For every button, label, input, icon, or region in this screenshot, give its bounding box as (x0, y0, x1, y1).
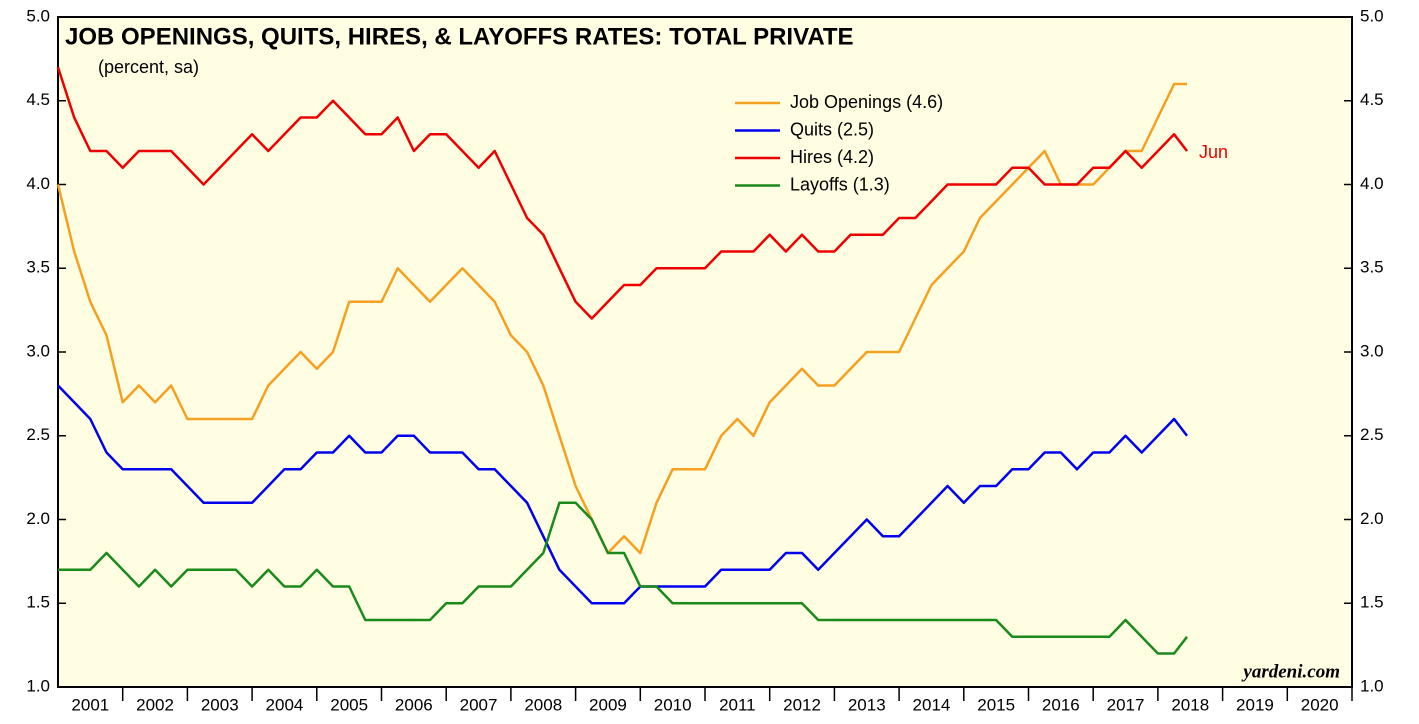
y2-tick-label: 1.5 (1360, 593, 1384, 612)
x-tick-label: 2018 (1171, 695, 1209, 714)
x-tick-label: 2016 (1042, 695, 1080, 714)
x-tick-label: 2012 (783, 695, 821, 714)
y2-tick-label: 3.5 (1360, 258, 1384, 277)
x-tick-label: 2004 (266, 695, 304, 714)
x-tick-label: 2007 (460, 695, 498, 714)
series-line (56, 66, 1188, 320)
legend-label: Layoffs (1.3) (790, 174, 890, 194)
y-tick-label: 2.0 (26, 509, 50, 528)
y2-tick-label: 3.0 (1360, 341, 1384, 360)
x-tick-label: 2020 (1301, 695, 1339, 714)
legend-label: Hires (4.2) (790, 147, 874, 167)
series-line (57, 384, 1188, 605)
y-tick-label: 3.5 (26, 258, 50, 277)
x-tick-label: 2011 (719, 695, 756, 714)
y-tick-label: 1.5 (26, 593, 50, 612)
chart-title: JOB OPENINGS, QUITS, HIRES, & LAYOFFS RA… (65, 23, 854, 50)
y-tick-label: 1.0 (26, 676, 50, 695)
y-tick-label: 3.0 (26, 341, 50, 360)
y-tick-label: 5.0 (26, 6, 50, 25)
y2-tick-label: 4.5 (1360, 90, 1384, 109)
series-line (56, 82, 1187, 555)
x-tick-label: 2017 (1107, 695, 1145, 714)
x-tick-label: 2010 (654, 695, 692, 714)
y2-tick-label: 5.0 (1360, 6, 1384, 25)
source: yardeni.com (1241, 661, 1340, 682)
chart-subtitle: (percent, sa) (98, 57, 199, 77)
y-tick-label: 2.5 (26, 425, 50, 444)
x-tick-label: 2013 (848, 695, 886, 714)
series-line (58, 501, 1188, 655)
y-tick-label: 4.5 (26, 90, 50, 109)
x-tick-label: 2014 (913, 695, 951, 714)
legend-label: Quits (2.5) (790, 119, 874, 139)
y2-tick-label: 1.0 (1360, 676, 1384, 695)
x-tick-label: 2002 (136, 695, 174, 714)
legend-label: Job Openings (4.6) (790, 92, 943, 112)
annotation: Jun (1199, 142, 1228, 162)
x-tick-label: 2005 (330, 695, 368, 714)
x-tick-label: 2019 (1236, 695, 1274, 714)
x-tick-label: 2001 (71, 695, 109, 714)
y2-tick-label: 2.0 (1360, 509, 1384, 528)
x-tick-label: 2015 (977, 695, 1015, 714)
x-tick-label: 2006 (395, 695, 433, 714)
y2-tick-label: 2.5 (1360, 425, 1384, 444)
y-tick-label: 4.0 (26, 174, 50, 193)
x-tick-label: 2008 (524, 695, 562, 714)
x-tick-label: 2003 (201, 695, 239, 714)
y2-tick-label: 4.0 (1360, 174, 1384, 193)
x-tick-label: 2009 (589, 695, 627, 714)
